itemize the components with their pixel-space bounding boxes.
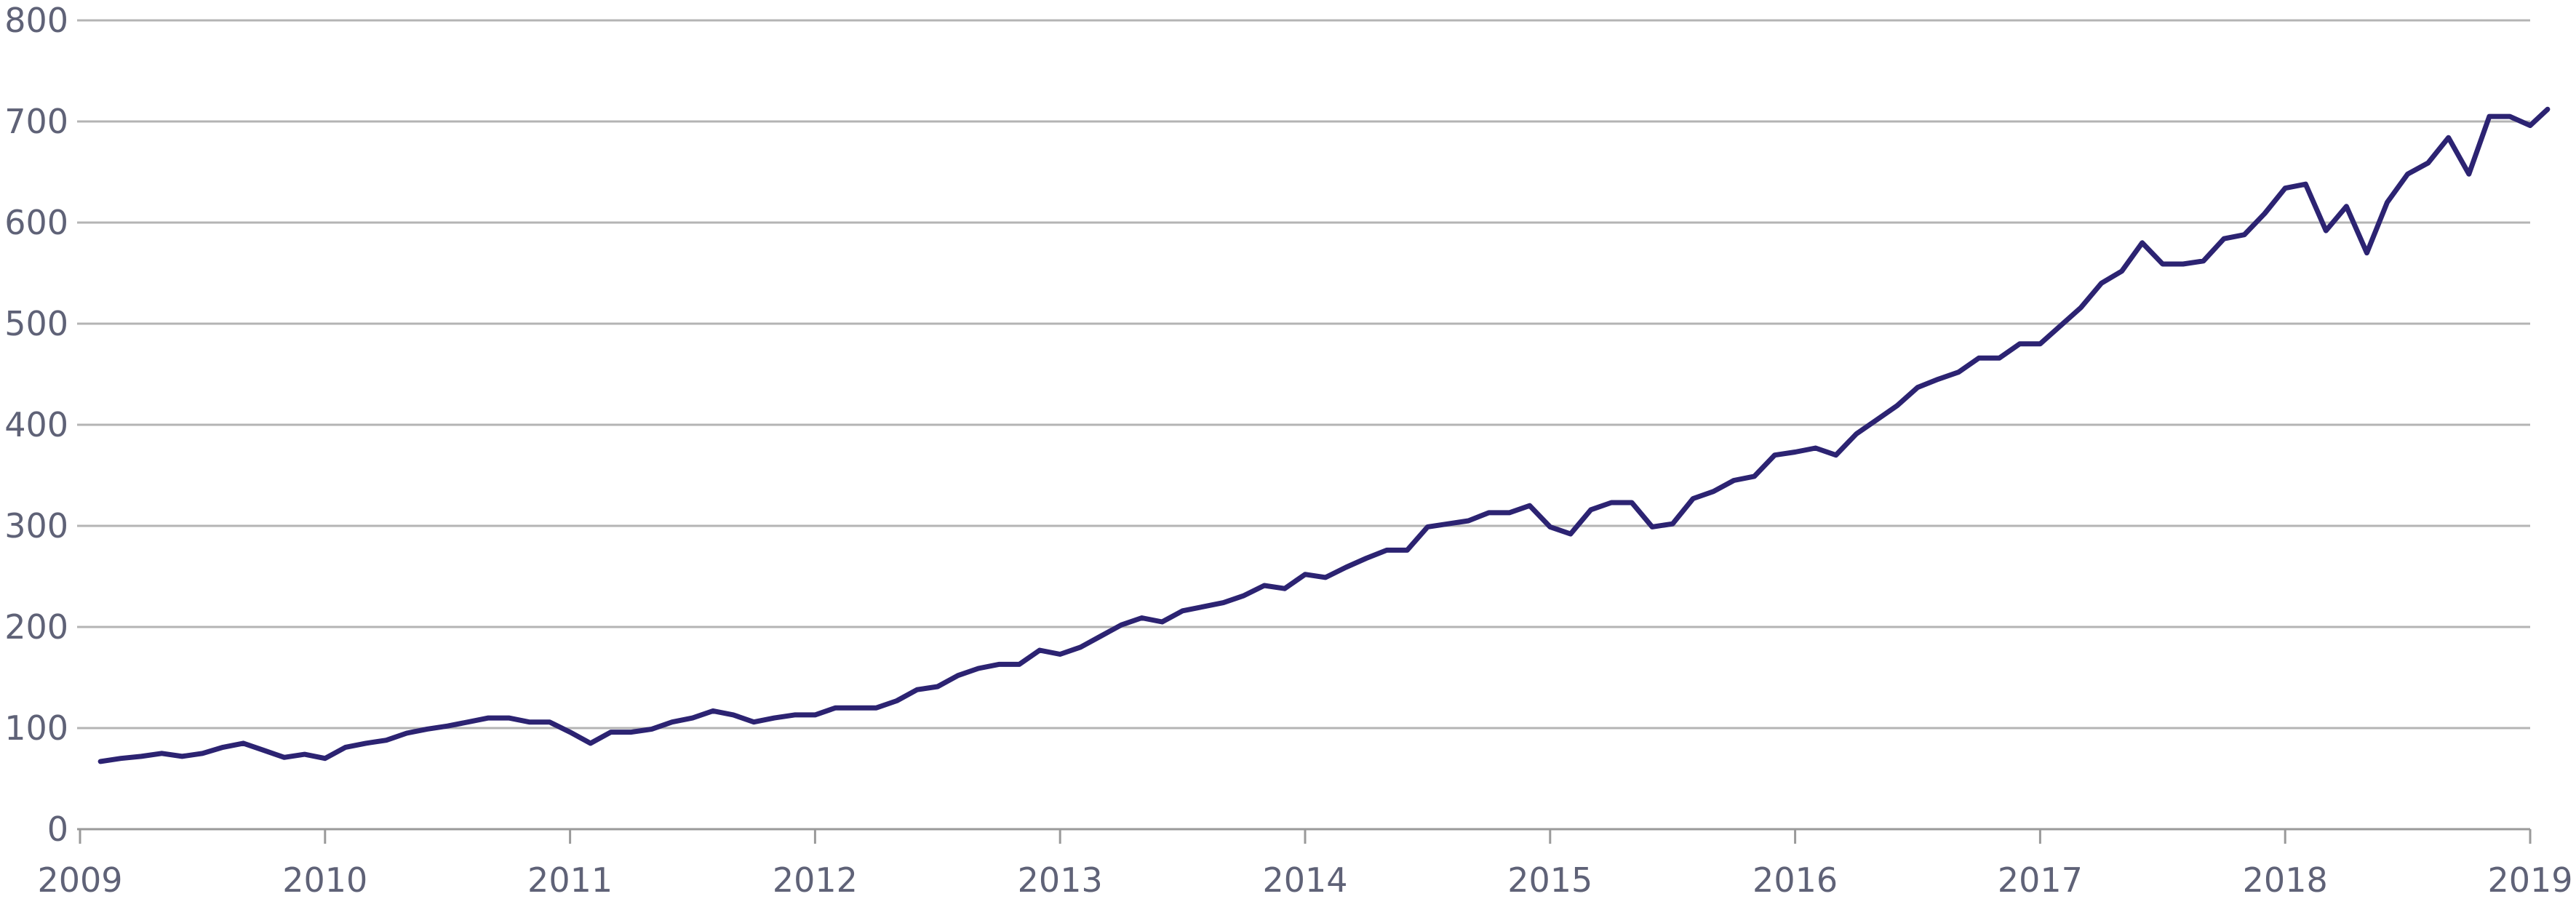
x-axis: 2009 2010 2011 2012 2013 2014 2015 2016 2017 2018… [37,828,2573,900]
x-tick-label: 2011 [527,860,613,900]
series-line-0 [97,106,2551,764]
y-tick-label: 600 [4,203,68,242]
x-tick-label: 2019 [2487,860,2572,900]
x-tick-label: 2012 [773,860,858,900]
x-tick-label: 2017 [1998,860,2083,900]
x-tick-label: 2013 [1018,860,1103,900]
gridlines [77,19,2530,730]
y-tick-label: 700 [4,102,68,141]
y-tick-label: 300 [4,506,68,546]
series-layer [97,106,2551,764]
x-tick-label: 2009 [37,860,122,900]
x-tick-label: 2016 [1752,860,1838,900]
y-tick-label: 400 [4,405,68,444]
x-tick-label: 2018 [2243,860,2328,900]
x-tick-label: 2010 [282,860,367,900]
x-tick-label: 2014 [1262,860,1347,900]
y-tick-label: 100 [4,708,68,748]
y-tick-label: 500 [4,304,68,343]
x-tick-label: 2015 [1507,860,1592,900]
y-axis-labels: 0 100 200 300 400 500 600 700 800 [4,1,68,849]
y-tick-label: 200 [4,607,68,647]
y-tick-label: 0 [47,810,68,849]
y-tick-label: 800 [4,1,68,40]
